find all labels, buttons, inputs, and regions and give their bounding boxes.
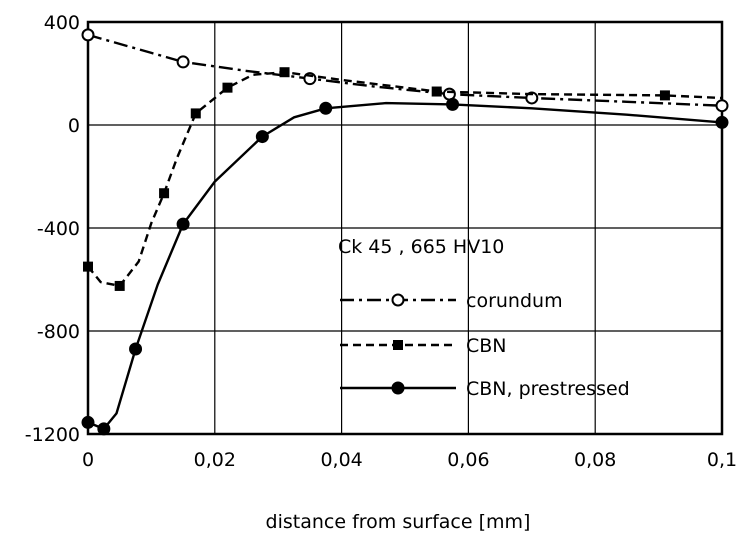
legend-item: corundum bbox=[340, 290, 563, 312]
data-point bbox=[97, 422, 111, 436]
data-point bbox=[176, 55, 190, 69]
data-point bbox=[176, 217, 190, 231]
series-2 bbox=[83, 67, 723, 291]
legend-label: corundum bbox=[466, 290, 563, 312]
series-3 bbox=[81, 97, 729, 436]
data-point bbox=[715, 99, 729, 113]
y-tick-label: 400 bbox=[44, 12, 80, 34]
x-tick-label: 0 bbox=[82, 449, 94, 471]
legend-marker bbox=[391, 293, 405, 307]
y-tick-label: 0 bbox=[68, 115, 80, 137]
data-point bbox=[114, 280, 125, 291]
tick-labels: 0 0,02 0,04 0,06 0,08 0,1 -1200 -800 -400 0 400 bbox=[25, 12, 737, 471]
x-tick-label: 0,02 bbox=[194, 449, 236, 471]
data-point bbox=[222, 82, 233, 93]
legend-marker bbox=[393, 340, 403, 350]
legend-label: CBN bbox=[466, 335, 507, 357]
data-point bbox=[81, 28, 95, 42]
data-point bbox=[83, 261, 93, 272]
data-point bbox=[319, 101, 333, 115]
data-point bbox=[279, 67, 290, 78]
series-layer bbox=[81, 28, 729, 436]
data-point bbox=[190, 108, 201, 119]
legend-item: CBN bbox=[340, 335, 507, 357]
x-tick-label: 0,08 bbox=[574, 449, 616, 471]
plot-frame bbox=[86, 20, 724, 436]
series-line bbox=[87, 71, 723, 288]
legend-marker bbox=[391, 381, 405, 395]
data-point bbox=[431, 86, 442, 97]
series-1 bbox=[81, 28, 729, 113]
y-tick-label: -800 bbox=[37, 321, 80, 343]
x-tick-label: 0,04 bbox=[320, 449, 362, 471]
y-tick-label: -1200 bbox=[25, 424, 80, 446]
data-point bbox=[129, 342, 143, 356]
data-point bbox=[659, 90, 670, 101]
legend-label: CBN, prestressed bbox=[466, 378, 630, 400]
material-annotation: Ck 45 , 665 HV10 bbox=[338, 236, 504, 258]
x-tick-label: 0,1 bbox=[707, 449, 737, 471]
legend-item: CBN, prestressed bbox=[340, 378, 630, 400]
data-point bbox=[715, 115, 729, 129]
data-point bbox=[159, 188, 170, 199]
data-point bbox=[446, 97, 460, 111]
data-point bbox=[255, 130, 269, 144]
grid bbox=[88, 22, 722, 434]
x-axis-label: distance from surface [mm] bbox=[266, 511, 531, 533]
data-point bbox=[81, 415, 95, 429]
legend: corundum CBN CBN, prestressed bbox=[340, 290, 630, 400]
x-tick-label: 0,06 bbox=[447, 449, 489, 471]
series-line bbox=[87, 33, 723, 107]
y-tick-label: -400 bbox=[37, 218, 80, 240]
